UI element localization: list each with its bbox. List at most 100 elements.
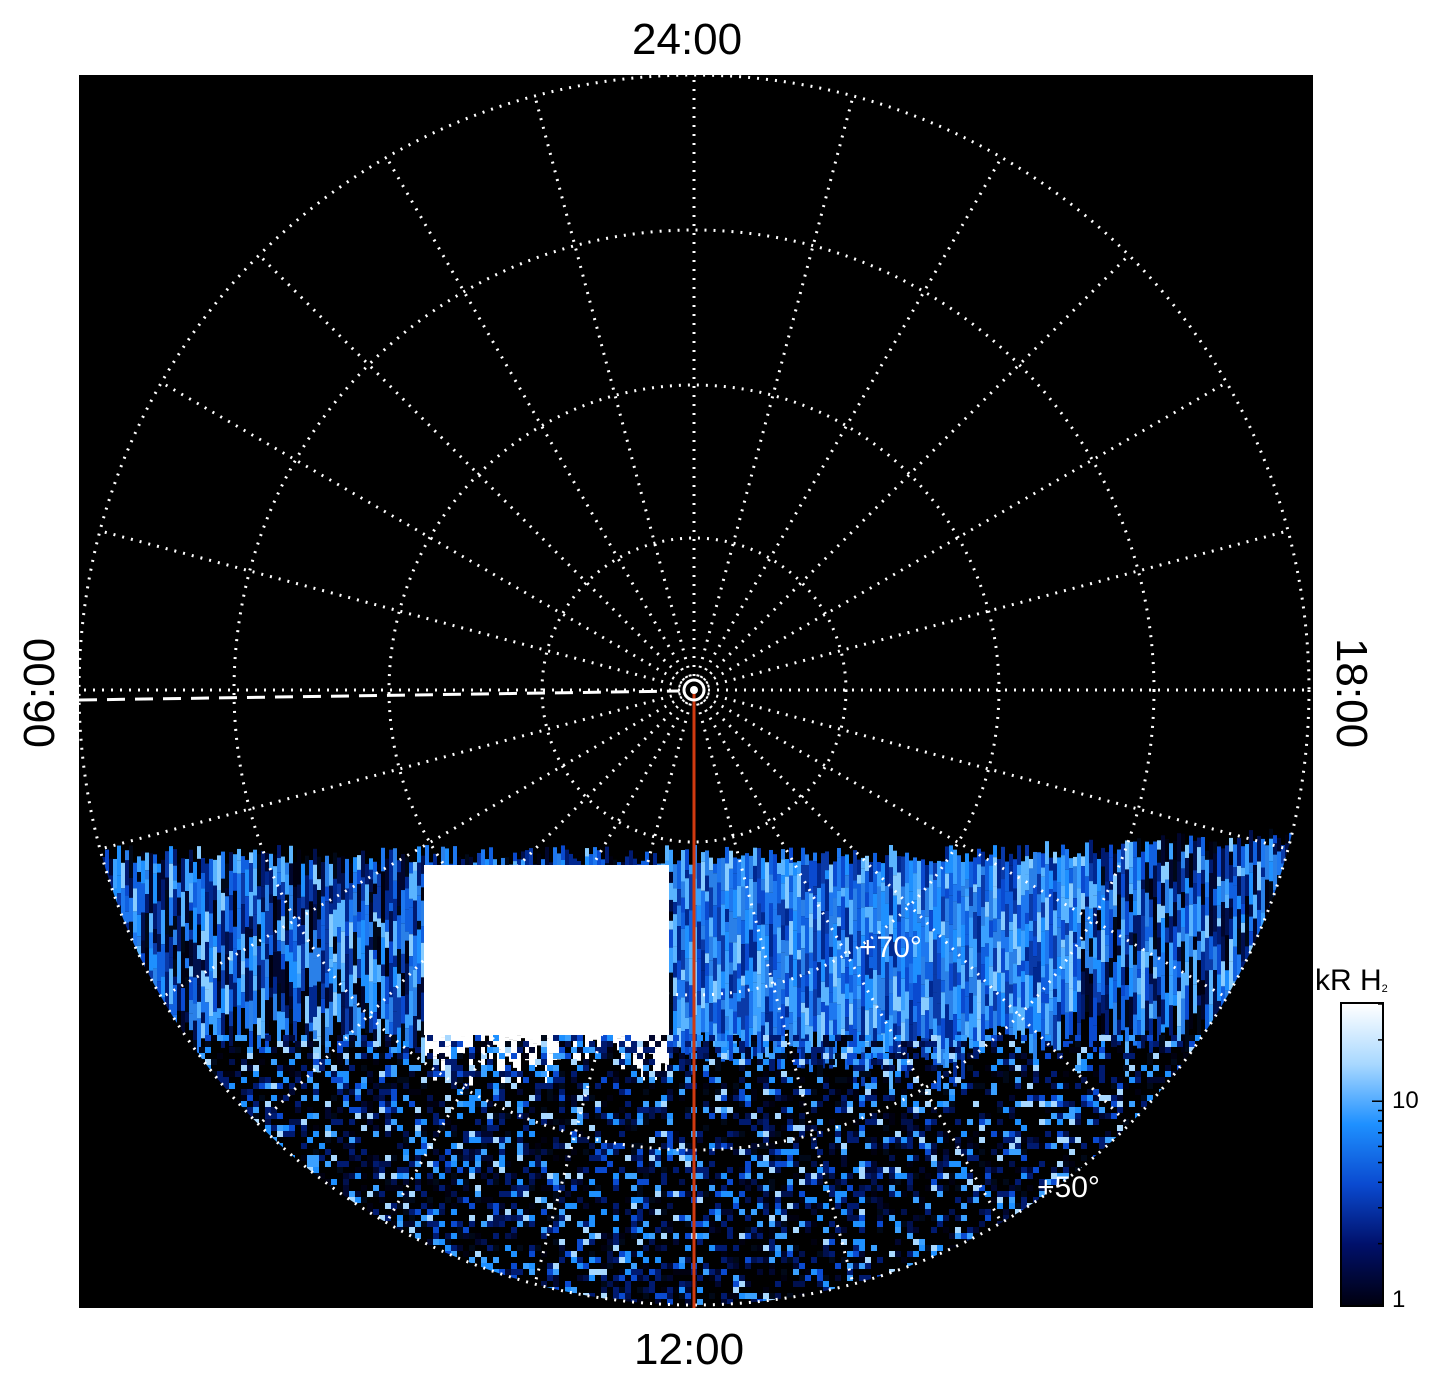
emission-cell <box>1041 965 1045 978</box>
emission-cell <box>349 922 353 949</box>
emission-cell <box>965 945 969 982</box>
emission-cell <box>727 1167 733 1173</box>
emission-cell <box>289 1179 295 1185</box>
emission-cell <box>1093 1101 1099 1107</box>
emission-cell <box>607 1161 613 1167</box>
emission-cell <box>917 1002 921 1037</box>
emission-cell <box>589 1047 595 1053</box>
emission-cell <box>247 1047 253 1053</box>
emission-cell <box>1183 1161 1189 1167</box>
emission-cell <box>1165 1041 1171 1047</box>
emission-cell <box>673 902 677 915</box>
emission-cell <box>1147 1131 1153 1137</box>
emission-cell <box>931 1179 937 1185</box>
emission-cell <box>965 896 969 911</box>
emission-cell <box>919 1167 925 1173</box>
emission-cell <box>1269 881 1273 906</box>
emission-cell <box>865 1095 871 1101</box>
emission-cell <box>261 897 265 913</box>
emission-cell <box>1029 894 1033 921</box>
emission-cell <box>325 1185 331 1191</box>
emission-cell <box>559 1203 565 1209</box>
emission-cell <box>1153 841 1157 866</box>
emission-cell <box>313 1149 319 1155</box>
emission-cell <box>433 1149 439 1155</box>
emission-cell <box>101 857 105 876</box>
emission-cell <box>1269 838 1273 862</box>
emission-cell <box>961 1089 967 1095</box>
emission-cell <box>1069 1119 1075 1125</box>
emission-cell <box>337 1089 343 1095</box>
emission-cell <box>929 980 933 998</box>
emission-cell <box>517 1209 523 1215</box>
emission-cell <box>381 904 385 923</box>
emission-cell <box>981 964 985 983</box>
emission-cell <box>189 956 193 967</box>
emission-cell <box>969 917 973 948</box>
emission-cell <box>661 1071 667 1077</box>
emission-cell <box>1005 861 1009 892</box>
emission-cell <box>341 962 345 982</box>
emission-cell <box>649 1137 655 1143</box>
emission-cell <box>205 1167 211 1173</box>
emission-cell <box>397 1027 401 1057</box>
emission-cell <box>317 919 321 940</box>
emission-cell <box>607 1071 613 1077</box>
emission-cell <box>421 900 425 927</box>
emission-cell <box>535 1089 541 1095</box>
emission-cell <box>797 1017 801 1049</box>
emission-cell <box>685 878 689 910</box>
emission-cell <box>895 1191 901 1197</box>
emission-cell <box>265 1119 271 1125</box>
emission-cell <box>1285 972 1289 983</box>
emission-cell <box>905 932 909 968</box>
emission-cell <box>1005 891 1009 905</box>
emission-cell <box>1099 1035 1105 1041</box>
emission-cell <box>1301 997 1305 1033</box>
emission-cell <box>1117 1107 1123 1113</box>
emission-cell <box>793 875 797 911</box>
emission-cell <box>969 1039 973 1049</box>
emission-cell <box>1053 997 1057 1016</box>
emission-cell <box>357 959 361 979</box>
emission-cell <box>1037 873 1041 895</box>
emission-cell <box>257 989 261 1018</box>
emission-cell <box>313 1030 317 1040</box>
emission-cell <box>199 1053 205 1059</box>
emission-cell <box>397 1125 403 1131</box>
emission-cell <box>787 1125 793 1131</box>
emission-cell <box>889 934 893 957</box>
emission-cell <box>829 1035 835 1041</box>
emission-cell <box>1109 857 1113 882</box>
emission-cell <box>289 996 293 1010</box>
emission-cell <box>973 1131 979 1137</box>
emission-cell <box>1129 996 1133 1030</box>
emission-cell <box>889 915 893 935</box>
emission-cell <box>241 1095 247 1101</box>
emission-cell <box>1173 881 1177 903</box>
emission-cell <box>781 989 785 1005</box>
emission-cell <box>1145 892 1149 927</box>
emission-cell <box>787 1203 793 1209</box>
emission-cell <box>1289 945 1293 959</box>
emission-cell <box>343 1185 349 1191</box>
emission-cell <box>403 1209 409 1215</box>
emission-cell <box>1025 856 1029 875</box>
emission-cell <box>391 1101 397 1107</box>
emission-cell <box>1165 838 1169 862</box>
emission-cell <box>1165 1209 1171 1215</box>
emission-cell <box>1305 971 1309 1001</box>
emission-cell <box>355 1167 361 1173</box>
emission-cell <box>1033 1039 1037 1070</box>
emission-cell <box>823 1035 829 1041</box>
emission-cell <box>991 1167 997 1173</box>
emission-cell <box>677 926 681 961</box>
emission-cell <box>209 947 213 972</box>
emission-cell <box>133 888 137 912</box>
emission-cell <box>993 886 997 899</box>
emission-cell <box>849 934 853 959</box>
emission-cell <box>1029 1006 1033 1034</box>
emission-cell <box>1009 993 1013 1014</box>
emission-cell <box>169 1004 173 1026</box>
emission-cell <box>199 1113 205 1119</box>
